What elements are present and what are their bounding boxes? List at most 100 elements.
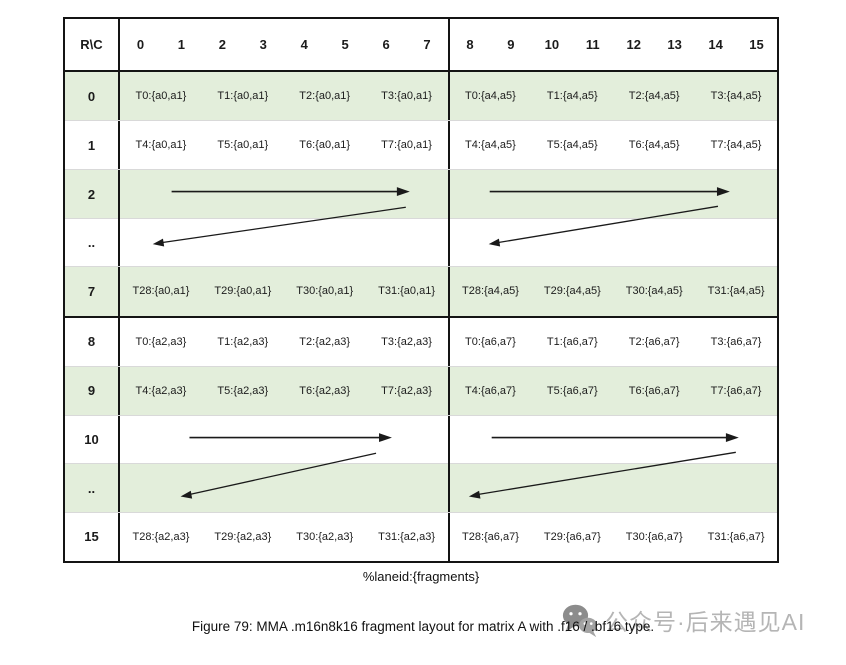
fragment-cell: T31:{a2,a3} [378,530,435,543]
row-cells-left: T0:{a0,a1} T1:{a0,a1} T2:{a0,a1} T3:{a0,… [120,72,448,120]
zone-stripes [120,416,448,512]
fragment-cell: T28:{a2,a3} [132,530,190,543]
column-header: 5 [341,37,349,53]
row-label-text: 15 [84,529,99,545]
row-cells-left: T28:{a2,a3} T29:{a2,a3} T30:{a2,a3} T31:… [120,513,448,561]
column-header: 2 [218,37,226,53]
table-row: 1 T4:{a0,a1} T5:{a0,a1} T6:{a0,a1} T7:{a… [65,121,777,171]
column-header: 10 [544,37,560,53]
column-header: 9 [507,37,515,53]
row-label-text: 2 [87,186,96,202]
column-header: 4 [300,37,308,53]
column-headers-left: 0 1 2 3 4 5 6 7 [120,19,448,70]
fragment-cell: T5:{a6,a7} [546,384,598,397]
row-cells-right: T0:{a4,a5} T1:{a4,a5} T2:{a4,a5} T3:{a4,… [447,72,778,121]
row-cells-left: T0:{a2,a3} T1:{a2,a3} T2:{a2,a3} T3:{a2,… [120,318,448,366]
fragment-cell: T3:{a2,a3} [381,335,432,348]
fragment-cell: T4:{a2,a3} [135,384,187,397]
column-header: 1 [177,37,186,53]
watermark-text: 公众号·后来遇见AI [605,609,806,635]
fragment-cell: T4:{a0,a1} [135,139,187,152]
fragment-cell: T7:{a2,a3} [381,384,432,397]
wechat-bubbles-icon [562,604,598,638]
row-label-text: 0 [87,88,96,104]
column-header: 12 [626,37,641,53]
row-label-text: 1 [87,137,96,153]
lane-order-arrows-icon [488,187,730,247]
row-cells-right: T28:{a4,a5} T29:{a4,a5} T30:{a4,a5} T31:… [447,267,778,316]
row-label-text: 9 [87,383,96,399]
lane-order-arrows-icon [180,432,392,499]
row-label-text: 8 [87,334,96,350]
row-label: 8 [65,317,120,366]
fragment-cell: T3:{a4,a5} [710,90,762,103]
fragment-cell: T6:{a0,a1} [299,139,351,152]
fragment-cell: T30:{a2,a3} [296,530,354,543]
table-row: 9 T4:{a2,a3} T5:{a2,a3} T6:{a2,a3} T7:{a… [65,366,777,416]
arrow-zone-right [447,415,777,512]
arrow-zone-left [120,416,448,512]
fragment-cell: T30:{a6,a7} [625,530,683,543]
column-header: 0 [136,37,145,53]
row-label: 15 [65,512,120,561]
row-label-text: .. [87,480,96,496]
arrow-zone-left [120,170,448,266]
fragment-cell: T1:{a0,a1} [217,90,269,103]
fragment-cell: T2:{a2,a3} [299,335,351,348]
row-label: 0 [65,72,120,121]
fragment-cell: T30:{a0,a1} [296,285,354,298]
row-label-text: 10 [84,432,99,447]
fragment-cell: T1:{a4,a5} [546,90,598,103]
figure-caption: Figure 79: MMA .m16n8k16 fragment layout… [191,619,655,634]
arrow-zone-row: 10 .. [65,415,777,513]
fragment-cell: T31:{a6,a7} [707,530,765,543]
column-header: 13 [667,37,682,53]
fragment-cell: T29:{a0,a1} [214,285,272,298]
fragment-cell: T3:{a6,a7} [710,335,762,348]
fragment-cell: T1:{a2,a3} [217,335,269,348]
row-label-bottom: .. [65,217,118,267]
table-row: 0 T0:{a0,a1} T1:{a0,a1} T2:{a0,a1} T3:{a… [65,72,778,122]
arrow-zone-right [447,170,777,267]
table-header-row: R\C 0 1 2 3 4 5 6 7 8 9 10 11 12 13 14 1… [65,19,777,73]
fragment-cell: T28:{a4,a5} [461,285,519,298]
row-label: 2 .. [65,170,120,267]
lane-order-arrows-icon [468,432,739,499]
fragment-cell: T2:{a4,a5} [628,90,680,103]
fragment-cell: T0:{a2,a3} [135,335,187,348]
fragment-layout-table: R\C 0 1 2 3 4 5 6 7 8 9 10 11 12 13 14 1… [63,17,779,563]
row-label-text: 7 [87,283,96,299]
column-header: 6 [382,37,390,53]
column-header: 3 [259,37,267,53]
fragment-cell: T0:{a0,a1} [135,90,187,103]
fragment-cell: T5:{a4,a5} [546,139,598,152]
fragment-cell: T28:{a6,a7} [461,530,519,543]
fragment-cell: T30:{a4,a5} [625,285,683,298]
table-row: 7 T28:{a0,a1} T29:{a0,a1} T30:{a0,a1} T3… [65,267,778,318]
watermark: 公众号·后来遇见AI [560,602,805,638]
row-label: 10 .. [65,415,120,512]
row-label: 9 [65,366,120,415]
zone-stripes [120,170,448,266]
fragment-cell: T31:{a0,a1} [378,285,435,298]
fragment-cell: T29:{a4,a5} [543,285,601,298]
lane-order-arrows-icon [152,187,410,247]
table-row: 8 T0:{a2,a3} T1:{a2,a3} T2:{a2,a3} T3:{a… [65,317,777,367]
fragment-cell: T6:{a6,a7} [628,384,680,397]
fragment-cell: T29:{a6,a7} [543,530,601,543]
fragment-cell: T5:{a2,a3} [217,384,269,397]
fragment-cell: T6:{a2,a3} [299,384,351,397]
fragment-cell: T5:{a0,a1} [217,139,269,152]
corner-label-text: R\C [80,37,103,53]
corner-label: R\C [65,19,120,71]
row-label-bottom: .. [65,463,118,512]
row-cells-left: T4:{a2,a3} T5:{a2,a3} T6:{a2,a3} T7:{a2,… [120,367,448,415]
row-label: 7 [65,267,120,316]
row-label-top: 2 [65,170,118,218]
fragment-cell: T31:{a4,a5} [707,285,765,298]
fragment-cell: T3:{a0,a1} [381,90,432,103]
fragment-cell: T4:{a6,a7} [465,384,516,397]
fragment-cell: T29:{a2,a3} [214,530,272,543]
fragment-cell: T6:{a4,a5} [628,139,680,152]
fragment-cell: T2:{a6,a7} [628,335,680,348]
